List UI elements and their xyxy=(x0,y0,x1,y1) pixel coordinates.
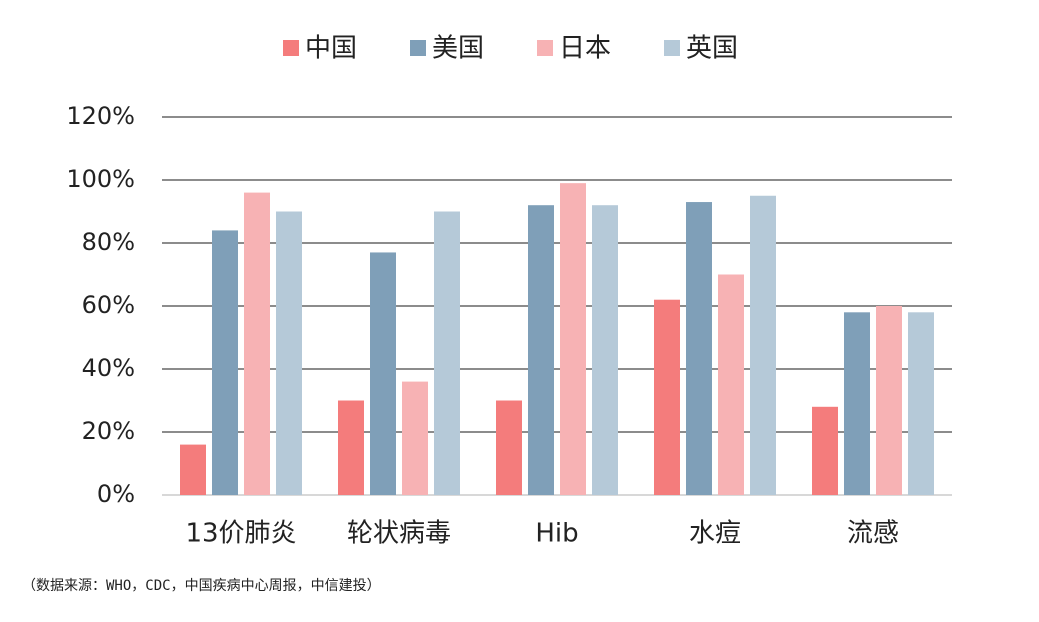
bar xyxy=(402,381,428,495)
x-tick-label: 13价肺炎 xyxy=(185,519,296,549)
bar xyxy=(654,299,680,495)
bar xyxy=(338,400,364,495)
y-tick-label: 40% xyxy=(82,354,135,382)
legend-label: 中国 xyxy=(305,34,357,64)
bar xyxy=(496,400,522,495)
bar xyxy=(276,211,302,495)
bar xyxy=(750,195,776,495)
bar xyxy=(686,202,712,496)
bar xyxy=(180,444,206,495)
bar xyxy=(560,183,586,495)
y-tick-label: 20% xyxy=(82,417,135,445)
bar xyxy=(876,306,902,495)
legend-swatch xyxy=(283,40,299,56)
x-tick-label: 流感 xyxy=(847,519,899,549)
x-tick-label: 轮状病毒 xyxy=(347,519,451,549)
bar xyxy=(812,406,838,495)
legend-label: 英国 xyxy=(686,34,738,64)
bar xyxy=(592,205,618,495)
y-tick-label: 60% xyxy=(82,291,135,319)
bar xyxy=(844,312,870,495)
legend-swatch xyxy=(410,40,426,56)
y-tick-label: 100% xyxy=(66,165,135,193)
legend-swatch xyxy=(537,40,553,56)
legend-swatch xyxy=(664,40,680,56)
bar xyxy=(434,211,460,495)
bar xyxy=(718,274,744,495)
x-tick-label: 水痘 xyxy=(689,519,741,549)
bar xyxy=(370,252,396,495)
x-tick-label: Hib xyxy=(535,519,578,549)
y-tick-label: 120% xyxy=(66,102,135,130)
bar xyxy=(908,312,934,495)
y-tick-label: 80% xyxy=(82,228,135,256)
bar xyxy=(528,205,554,495)
bar xyxy=(212,230,238,495)
y-tick-label: 0% xyxy=(97,480,135,508)
bar xyxy=(244,192,270,495)
source-note: （数据来源：WHO，CDC，中国疾病中心周报，中信建投） xyxy=(22,578,381,594)
legend-label: 美国 xyxy=(432,34,484,64)
legend-label: 日本 xyxy=(559,34,611,64)
